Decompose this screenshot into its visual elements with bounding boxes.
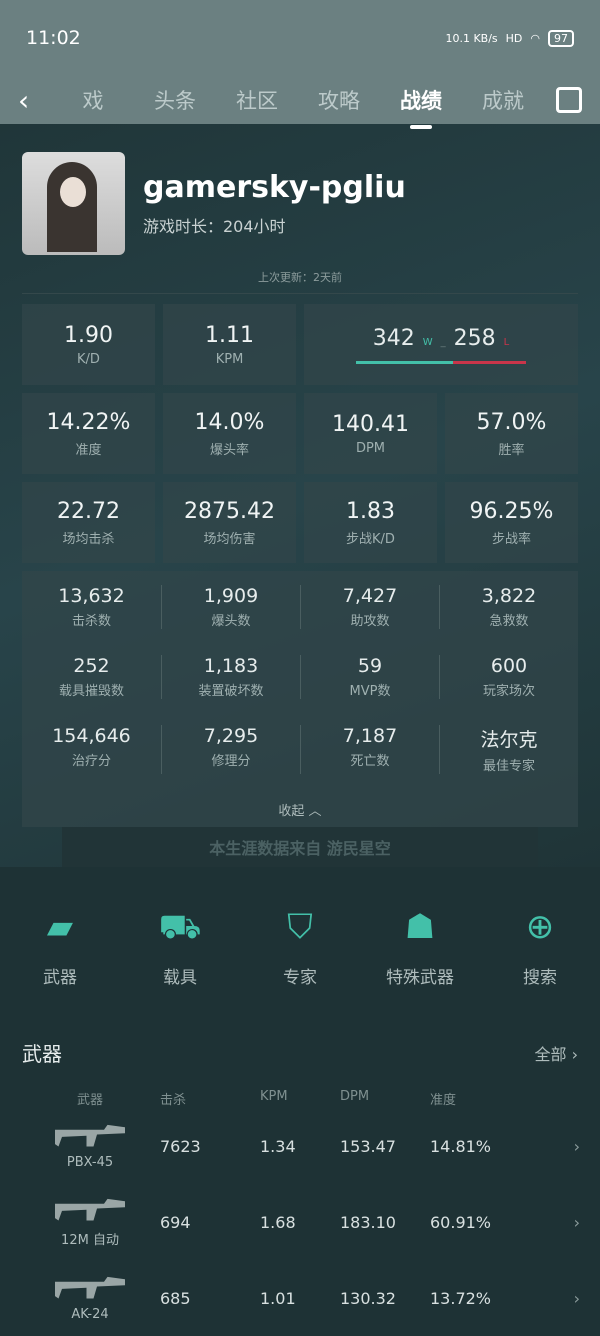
net-speed: 10.1 KB/s [445, 31, 498, 45]
stat-winrate: 57.0% 胜率 [445, 393, 578, 474]
stat-infantry-rate: 96.25% 步战率 [445, 482, 578, 563]
header: 11:02 10.1 KB/s HD ◠ 97 ‹ 戏 头条 社区 攻略 战绩 … [0, 0, 600, 129]
weapons-table-header: 武器 击杀 KPM DPM 准度 [76, 1089, 457, 1108]
career-panel: gamersky-pgliu 游戏时长：204小时 上次更新：2天前 1.90 K… [0, 124, 600, 867]
stats-grid: 1.90 K/D 1.11 KPM 342 W _ 258 L 14.22% 准度 14.0%… [22, 304, 578, 563]
detail-stat: 252 载具摧毁数 [58, 655, 124, 699]
share-icon[interactable] [556, 87, 582, 113]
stat-accuracy: 14.22% 准度 [22, 393, 155, 474]
table-row[interactable]: 12M 自动 694 1.68 183.10 60.91% › [0, 1184, 600, 1260]
win-loss-bar [356, 360, 526, 364]
stat-avg-kills: 22.72 场均击杀 [22, 482, 155, 563]
tab-guides[interactable]: 攻略 [318, 89, 360, 113]
category-vehicles[interactable]: ⛟ 载具 [130, 907, 230, 988]
tab-bar: ‹ 戏 头条 社区 攻略 战绩 成就 [0, 76, 600, 129]
detail-row: 252 载具摧毁数 1,183 装置破坏数 59 MVP数 600 玩家场次 [22, 655, 578, 699]
specialist-badge-icon: ⛉ [287, 907, 313, 947]
weapon-image [55, 1124, 125, 1147]
category-special-weapons[interactable]: ☗ 特殊武器 [370, 907, 470, 988]
tab-headlines[interactable]: 头条 [154, 89, 196, 113]
table-row[interactable]: AK-24 685 1.01 130.32 13.72% › [0, 1260, 600, 1336]
tab-achievements[interactable]: 成就 [482, 89, 524, 113]
detail-stat: 7,187 死亡数 [300, 725, 439, 774]
chevron-right-icon: › [573, 1212, 580, 1232]
detail-stat: 法尔克 最佳专家 [439, 725, 578, 774]
wifi-icon: ◠ [530, 31, 540, 45]
detail-stat: 154,646 治疗分 [52, 725, 131, 769]
tab-community[interactable]: 社区 [236, 89, 278, 113]
stat-kd: 1.90 K/D [22, 304, 155, 385]
detail-stat: 13,632 击杀数 [58, 585, 125, 629]
detail-stat: 1,183 装置破坏数 [161, 655, 300, 699]
back-icon[interactable]: ‹ [18, 83, 30, 117]
avatar [22, 152, 125, 255]
category-weapons[interactable]: ▰ 武器 [10, 907, 110, 988]
wins: 342 [372, 325, 415, 351]
grenade-icon: ☗ [404, 907, 436, 947]
signal-icon: HD [505, 31, 523, 45]
stat-infantry-kd: 1.83 步战K/D [304, 482, 437, 563]
stat-avg-damage: 2875.42 场均伤害 [163, 482, 296, 563]
data-source-note: 本生涯数据来自 游民星空 [62, 827, 538, 867]
weapons-title: 武器 [22, 1042, 62, 1066]
detail-stat: 7,427 助攻数 [300, 585, 439, 629]
playtime: 游戏时长：204小时 [143, 217, 286, 236]
pistol-icon: ▰ [46, 907, 74, 947]
stat-dpm: 140.41 DPM [304, 393, 437, 474]
clock: 11:02 [26, 27, 81, 49]
category-nav: ▰ 武器 ⛟ 载具 ⛉ 专家 ☗ 特殊武器 ⊕ 搜索 [0, 867, 600, 988]
detail-stat: 3,822 急救数 [439, 585, 578, 629]
stat-kpm: 1.11 KPM [163, 304, 296, 385]
table-row[interactable]: PBX-45 7623 1.34 153.47 14.81% › [0, 1108, 600, 1184]
category-search[interactable]: ⊕ 搜索 [490, 907, 590, 988]
chevron-right-icon: › [573, 1288, 580, 1308]
chevron-right-icon: › [573, 1136, 580, 1156]
tab-records[interactable]: 战绩 [380, 85, 462, 129]
crosshair-icon: ⊕ [525, 907, 555, 947]
detail-row: 13,632 击杀数 1,909 爆头数 7,427 助攻数 3,822 急救数 [22, 585, 578, 629]
detail-stat: 7,295 修理分 [161, 725, 300, 774]
stat-headshot-rate: 14.0% 爆头率 [163, 393, 296, 474]
detail-stats: 13,632 击杀数 1,909 爆头数 7,427 助攻数 3,822 急救数 252 载具摧毁… [22, 571, 578, 827]
view-all-link[interactable]: 全部 › [534, 1044, 579, 1064]
status-bar: 11:02 10.1 KB/s HD ◠ 97 [0, 0, 600, 76]
detail-stat: 1,909 爆头数 [161, 585, 300, 629]
category-specialists[interactable]: ⛉ 专家 [250, 907, 350, 988]
collapse-button[interactable]: 收起 ︿ [278, 804, 322, 819]
detail-row: 154,646 治疗分 7,295 修理分 7,187 死亡数 法尔克 最佳专家 [22, 725, 578, 774]
detail-stat: 59 MVP数 [300, 655, 439, 699]
vehicle-icon: ⛟ [158, 907, 202, 947]
tab-game[interactable]: 戏 [82, 89, 104, 113]
win-loss: 342 W _ 258 L [304, 304, 578, 385]
weapon-image [55, 1276, 125, 1299]
weapons-table: PBX-45 7623 1.34 153.47 14.81% › 12M 自动 694 1.68… [0, 1108, 600, 1336]
losses: 258 [453, 325, 496, 351]
last-updated: 上次更新：2天前 [22, 269, 578, 294]
detail-stat: 600 玩家场次 [439, 655, 578, 699]
username: gamersky-pgliu [143, 170, 406, 205]
weapon-image [55, 1198, 125, 1221]
battery-icon: 97 [548, 29, 574, 47]
